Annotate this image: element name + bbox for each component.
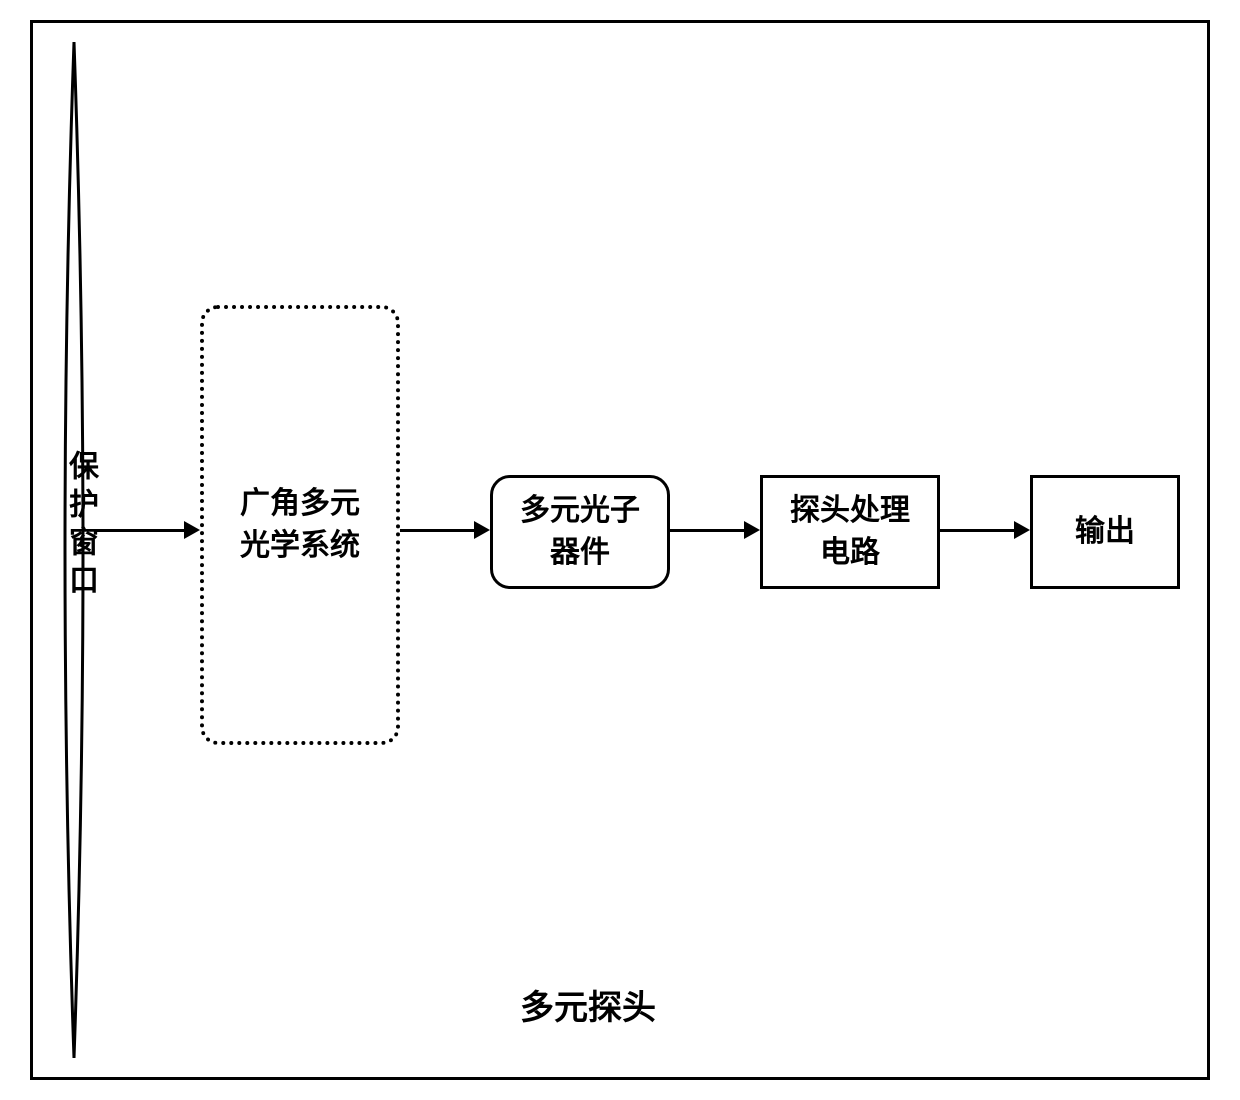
arrow-head-icon — [184, 521, 200, 539]
arrow-head-icon — [474, 521, 490, 539]
node-processing-circuit: 探头处理电路 — [760, 475, 940, 589]
lens-label: 保护窗口 — [58, 450, 102, 602]
node-processing-circuit-label: 探头处理电路 — [790, 490, 910, 574]
node-output: 输出 — [1030, 475, 1180, 589]
arrow-head-icon — [1014, 521, 1030, 539]
arrow-line — [940, 529, 1016, 532]
node-optical-system-label: 广角多元光学系统 — [240, 483, 360, 567]
node-output-label: 输出 — [1075, 511, 1135, 553]
diagram-caption: 多元探头 — [520, 980, 656, 1029]
arrow-line — [670, 529, 746, 532]
node-photon-device-label: 多元光子器件 — [520, 490, 640, 574]
arrow-head-icon — [744, 521, 760, 539]
arrow-line — [94, 529, 186, 532]
arrow-line — [400, 529, 476, 532]
node-optical-system: 广角多元光学系统 — [200, 305, 400, 745]
node-photon-device: 多元光子器件 — [490, 475, 670, 589]
